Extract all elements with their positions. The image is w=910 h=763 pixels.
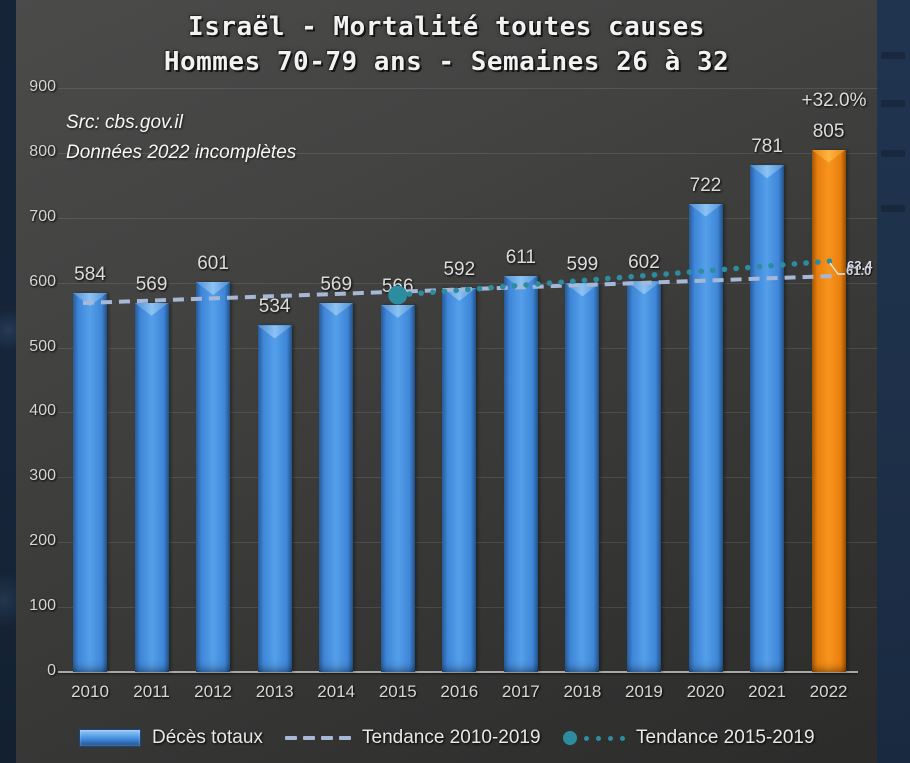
trend-end-label-teal: 63.4 [847,258,873,273]
source-note-line1: Src: cbs.gov.il [66,112,183,133]
bar-top-bevel [257,325,292,339]
chart-title-line2: Hommes 70-79 ans - Semaines 26 à 32 [163,47,730,77]
legend-item-tendance-2010-2019: Tendance 2010-2019 [285,722,541,754]
x-axis-tick-label: 2021 [748,682,786,701]
bar-top-bevel [196,282,231,296]
x-axis-tick-label: 2018 [563,682,602,701]
bar-2013 [257,325,292,672]
source-note-line2: Données 2022 incomplètes [66,142,297,163]
bar-2014 [319,302,354,672]
gridline [58,152,877,154]
bar-top-bevel [442,287,477,301]
bar-2011 [134,302,169,672]
y-axis-tick-label: 900 [29,78,56,95]
bar-top-bevel [565,283,600,297]
bar-top-bevel [319,302,354,316]
dashed-line-icon [285,736,351,740]
bar-2018 [565,283,600,672]
bar-2015 [380,304,415,672]
x-axis-tick-label: 2017 [501,682,540,701]
gridline [58,88,877,89]
background-window-artifact [881,52,905,59]
y-axis-tick-label: 800 [29,142,56,160]
x-axis-tick-label: 2012 [194,682,232,701]
legend-item-deces-totaux: Décès totaux [79,722,263,754]
bar-top-bevel [503,275,538,289]
bar-2017 [503,275,538,672]
y-axis-tick-label: 600 [29,272,56,290]
y-axis-tick-label: 100 [29,597,56,615]
legend-label: Tendance 2015-2019 [636,727,815,748]
x-axis-tick-label: 2011 [133,682,170,701]
bar-top-bevel [750,165,785,179]
bar-value-label: 781 [751,136,783,158]
bar-top-bevel [811,149,846,163]
bar-top-bevel [626,281,661,295]
background-window-artifact [881,205,905,212]
y-axis-tick-label: 300 [29,467,56,485]
bar-2022 [811,149,846,672]
y-axis-tick-label: 0 [47,662,56,679]
bar-2010 [73,293,107,672]
bar-value-label: 569 [135,273,168,295]
dotted-line-icon [563,731,625,745]
y-axis-tick-label: 400 [29,402,56,420]
bar-value-label: 601 [197,253,229,275]
legend-label: Tendance 2010-2019 [362,727,541,748]
bar-value-label: 602 [628,252,660,274]
left-background-strip [0,0,16,763]
bar-top-bevel [688,203,723,217]
gridline [58,217,877,219]
bar-value-label: 534 [258,296,291,318]
y-axis-tick-label: 500 [29,337,56,355]
bar-2019 [626,281,661,672]
chart-title-line1: Israël - Mortalité toutes causes [188,12,705,42]
bar-swatch-icon [79,729,141,747]
bar-value-label: 722 [689,174,722,196]
background-window-artifact [881,100,905,107]
legend-label: Décès totaux [152,727,263,748]
x-axis-tick-label: 2020 [686,682,725,701]
bar-2016 [442,287,477,672]
pct-change-annotation: +32.0% [801,90,867,111]
x-axis-line [58,671,858,673]
bar-2021 [750,165,785,672]
x-axis-tick-label: 2019 [625,682,663,701]
bar-top-bevel [380,304,415,318]
trend-end-label-blue: 61.0 [846,263,872,278]
bar-2020 [688,203,723,672]
x-axis-tick-label: 2014 [317,682,356,701]
y-axis-tick-label: 200 [29,532,56,550]
right-background-strip [877,0,910,763]
bar-top-bevel [73,293,107,307]
bar-top-bevel [134,302,169,316]
x-axis-tick-label: 2015 [378,682,417,701]
x-axis-tick-label: 2010 [71,682,109,701]
x-axis-tick-label: 2016 [440,682,479,701]
bar-value-label: 805 [812,120,845,142]
legend-item-tendance-2015-2019: Tendance 2015-2019 [563,722,815,754]
x-axis-tick-label: 2022 [809,682,848,701]
y-axis-tick-label: 700 [29,207,56,225]
x-axis-tick-label: 2013 [255,682,294,701]
background-window-artifact [881,150,905,157]
bar-2012 [196,282,231,672]
